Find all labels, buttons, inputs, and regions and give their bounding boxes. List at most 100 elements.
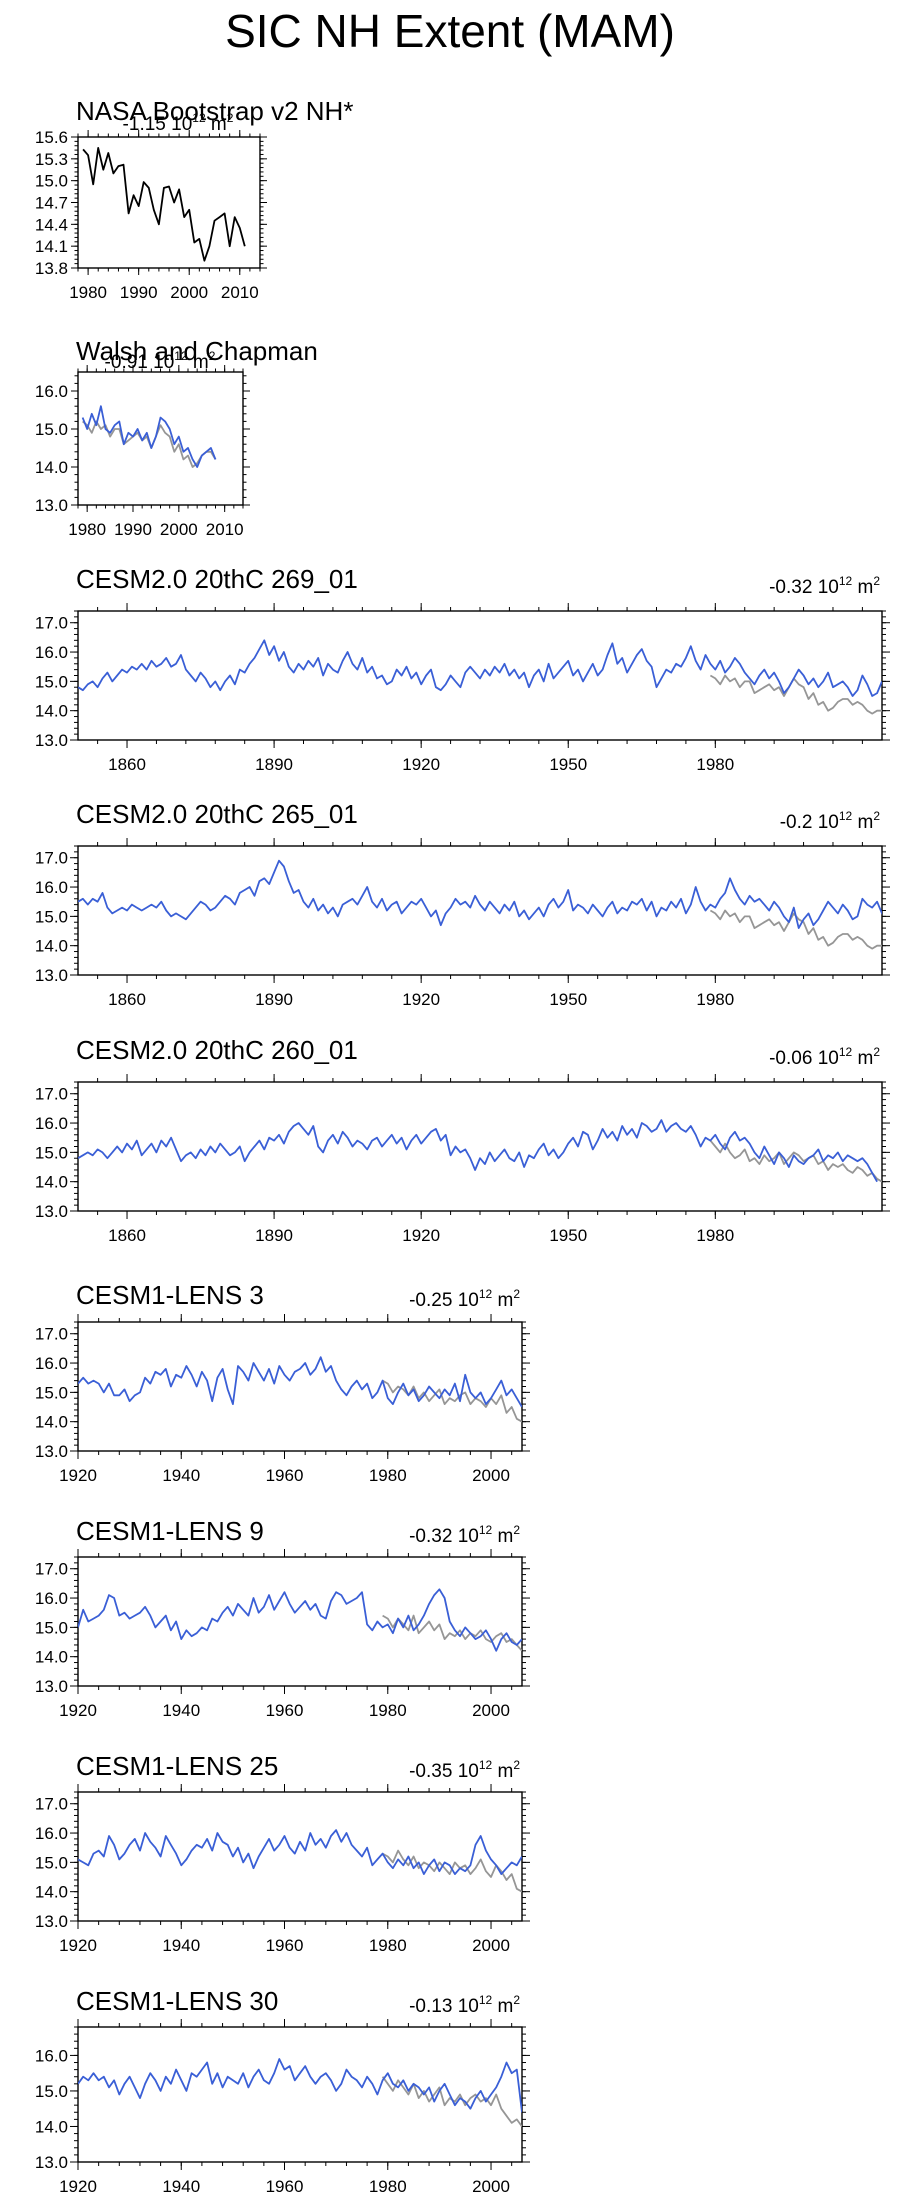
chart-panel-8: CESM1-LENS 25 -0.35 1012 m2 13.0 14.0 15.0 16… (35, 1751, 530, 1955)
panel-title: CESM1-LENS 3 (76, 1280, 264, 1310)
chart-panel-2: Walsh and Chapman-0.91 1012 m2 13.0 14.0 15… (35, 336, 318, 539)
y-tick-label: 13.0 (35, 1677, 68, 1696)
trend-label: -0.32 1012 m2 (769, 574, 880, 598)
x-tick-label: 1980 (68, 520, 106, 539)
y-tick-label: 15.0 (35, 1853, 68, 1872)
x-tick-label: 1860 (108, 990, 146, 1009)
y-tick-label: 15.0 (35, 1618, 68, 1637)
panel-title: CESM2.0 20thC 260_01 (76, 1035, 358, 1065)
plot-frame (77, 1556, 523, 1687)
series-line-model (78, 1829, 522, 1875)
panel-title: CESM1-LENS 9 (76, 1516, 264, 1546)
y-tick-label: 17.0 (35, 849, 68, 868)
chart-panel-1: NASA Bootstrap v2 NH*-1.15 1012 m2 13.8 14… (35, 96, 354, 302)
x-tick-label: 1860 (108, 755, 146, 774)
y-tick-label: 13.0 (35, 1912, 68, 1931)
series-line-model (81, 405, 217, 468)
x-tick-label: 1920 (402, 755, 440, 774)
y-tick-label: 16.0 (35, 878, 68, 897)
y-tick-label: 16.0 (35, 1589, 68, 1608)
y-tick-label: 14.0 (35, 1173, 68, 1192)
plot-frame (77, 1081, 883, 1212)
trend-label: -1.15 1012 m2 (123, 111, 234, 135)
y-tick-label: 14.0 (35, 937, 68, 956)
y-tick-label: 16.0 (35, 2046, 68, 2065)
x-tick-label: 1920 (402, 1226, 440, 1245)
x-tick-label: 1920 (402, 990, 440, 1009)
y-tick-label: 14.0 (35, 2117, 68, 2136)
chart-panel-9: CESM1-LENS 30 -0.13 1012 m2 13.0 14.0 15.0 16… (35, 1986, 530, 2196)
y-tick-label: 13.0 (35, 2153, 68, 2172)
x-tick-label: 1980 (369, 1701, 407, 1720)
trend-label: -0.35 1012 m2 (409, 1758, 520, 1782)
trend-label: -0.91 1012 m2 (105, 349, 216, 373)
x-tick-label: 1920 (59, 2177, 97, 2196)
x-tick-label: 1920 (59, 1936, 97, 1955)
chart-panel-6: CESM1-LENS 3 -0.25 1012 m2 13.0 14.0 15.0 16.… (35, 1280, 530, 1485)
x-tick-label: 1890 (255, 755, 293, 774)
y-tick-label: 15.0 (35, 1143, 68, 1162)
x-tick-label: 1920 (59, 1466, 97, 1485)
trend-label: -0.25 1012 m2 (409, 1287, 520, 1311)
y-tick-label: 15.0 (35, 907, 68, 926)
y-tick-label: 16.0 (35, 643, 68, 662)
x-tick-label: 1950 (549, 755, 587, 774)
x-tick-label: 1940 (162, 1936, 200, 1955)
y-tick-label: 14.4 (35, 215, 68, 234)
y-tick-label: 15.0 (35, 672, 68, 691)
panel-title: Walsh and Chapman (76, 336, 318, 366)
x-tick-label: 1960 (266, 1466, 304, 1485)
series-line-obs (82, 420, 217, 468)
y-tick-label: 15.0 (35, 172, 68, 191)
x-tick-label: 2000 (472, 1936, 510, 1955)
panel-title: CESM1-LENS 30 (76, 1986, 278, 2016)
trend-label: -0.13 1012 m2 (409, 1993, 520, 2017)
x-tick-label: 1980 (696, 1226, 734, 1245)
x-tick-label: 2000 (472, 2177, 510, 2196)
y-tick-label: 14.0 (35, 458, 68, 477)
plot-frame (77, 136, 261, 269)
plot-frame (77, 1791, 523, 1922)
y-tick-label: 15.6 (35, 128, 68, 147)
x-tick-label: 1950 (549, 1226, 587, 1245)
series-line-obs (709, 674, 882, 715)
x-tick-label: 1940 (162, 1466, 200, 1485)
x-tick-label: 1960 (266, 1701, 304, 1720)
x-tick-label: 1950 (549, 990, 587, 1009)
y-tick-label: 14.7 (35, 194, 68, 213)
series-line-model (78, 639, 882, 697)
x-tick-label: 1980 (369, 1936, 407, 1955)
y-tick-label: 17.0 (35, 1325, 68, 1344)
y-tick-label: 14.0 (35, 1648, 68, 1667)
y-tick-label: 14.0 (35, 702, 68, 721)
x-tick-label: 1940 (162, 2177, 200, 2196)
y-tick-label: 13.0 (35, 966, 68, 985)
panel-title: CESM2.0 20thC 269_01 (76, 564, 358, 594)
y-tick-label: 15.0 (35, 420, 68, 439)
x-tick-label: 1980 (369, 1466, 407, 1485)
y-tick-label: 14.0 (35, 1413, 68, 1432)
y-tick-label: 13.0 (35, 496, 68, 515)
y-tick-label: 15.0 (35, 2082, 68, 2101)
x-tick-label: 1890 (255, 1226, 293, 1245)
x-tick-label: 1860 (108, 1226, 146, 1245)
trend-label: -0.32 1012 m2 (409, 1523, 520, 1547)
y-tick-label: 13.8 (35, 259, 68, 278)
y-tick-label: 16.0 (35, 1824, 68, 1843)
series-line-model (78, 1588, 522, 1652)
series-line-model (78, 1356, 522, 1408)
x-tick-label: 1980 (696, 990, 734, 1009)
series-line-nasa (82, 146, 246, 262)
plot-frame (77, 845, 883, 976)
page-title: SIC NH Extent (MAM) (225, 5, 675, 57)
x-tick-label: 1940 (162, 1701, 200, 1720)
x-tick-label: 2010 (206, 520, 244, 539)
x-tick-label: 1960 (266, 1936, 304, 1955)
panel-title: CESM2.0 20thC 265_01 (76, 799, 358, 829)
plot-frame (77, 2026, 523, 2163)
panel-title: NASA Bootstrap v2 NH* (76, 96, 353, 126)
y-tick-label: 15.0 (35, 1383, 68, 1402)
series-line-obs (382, 1379, 522, 1423)
chart-panel-3: CESM2.0 20thC 269_01 -0.32 1012 m2 13.0 14.… (35, 564, 890, 774)
